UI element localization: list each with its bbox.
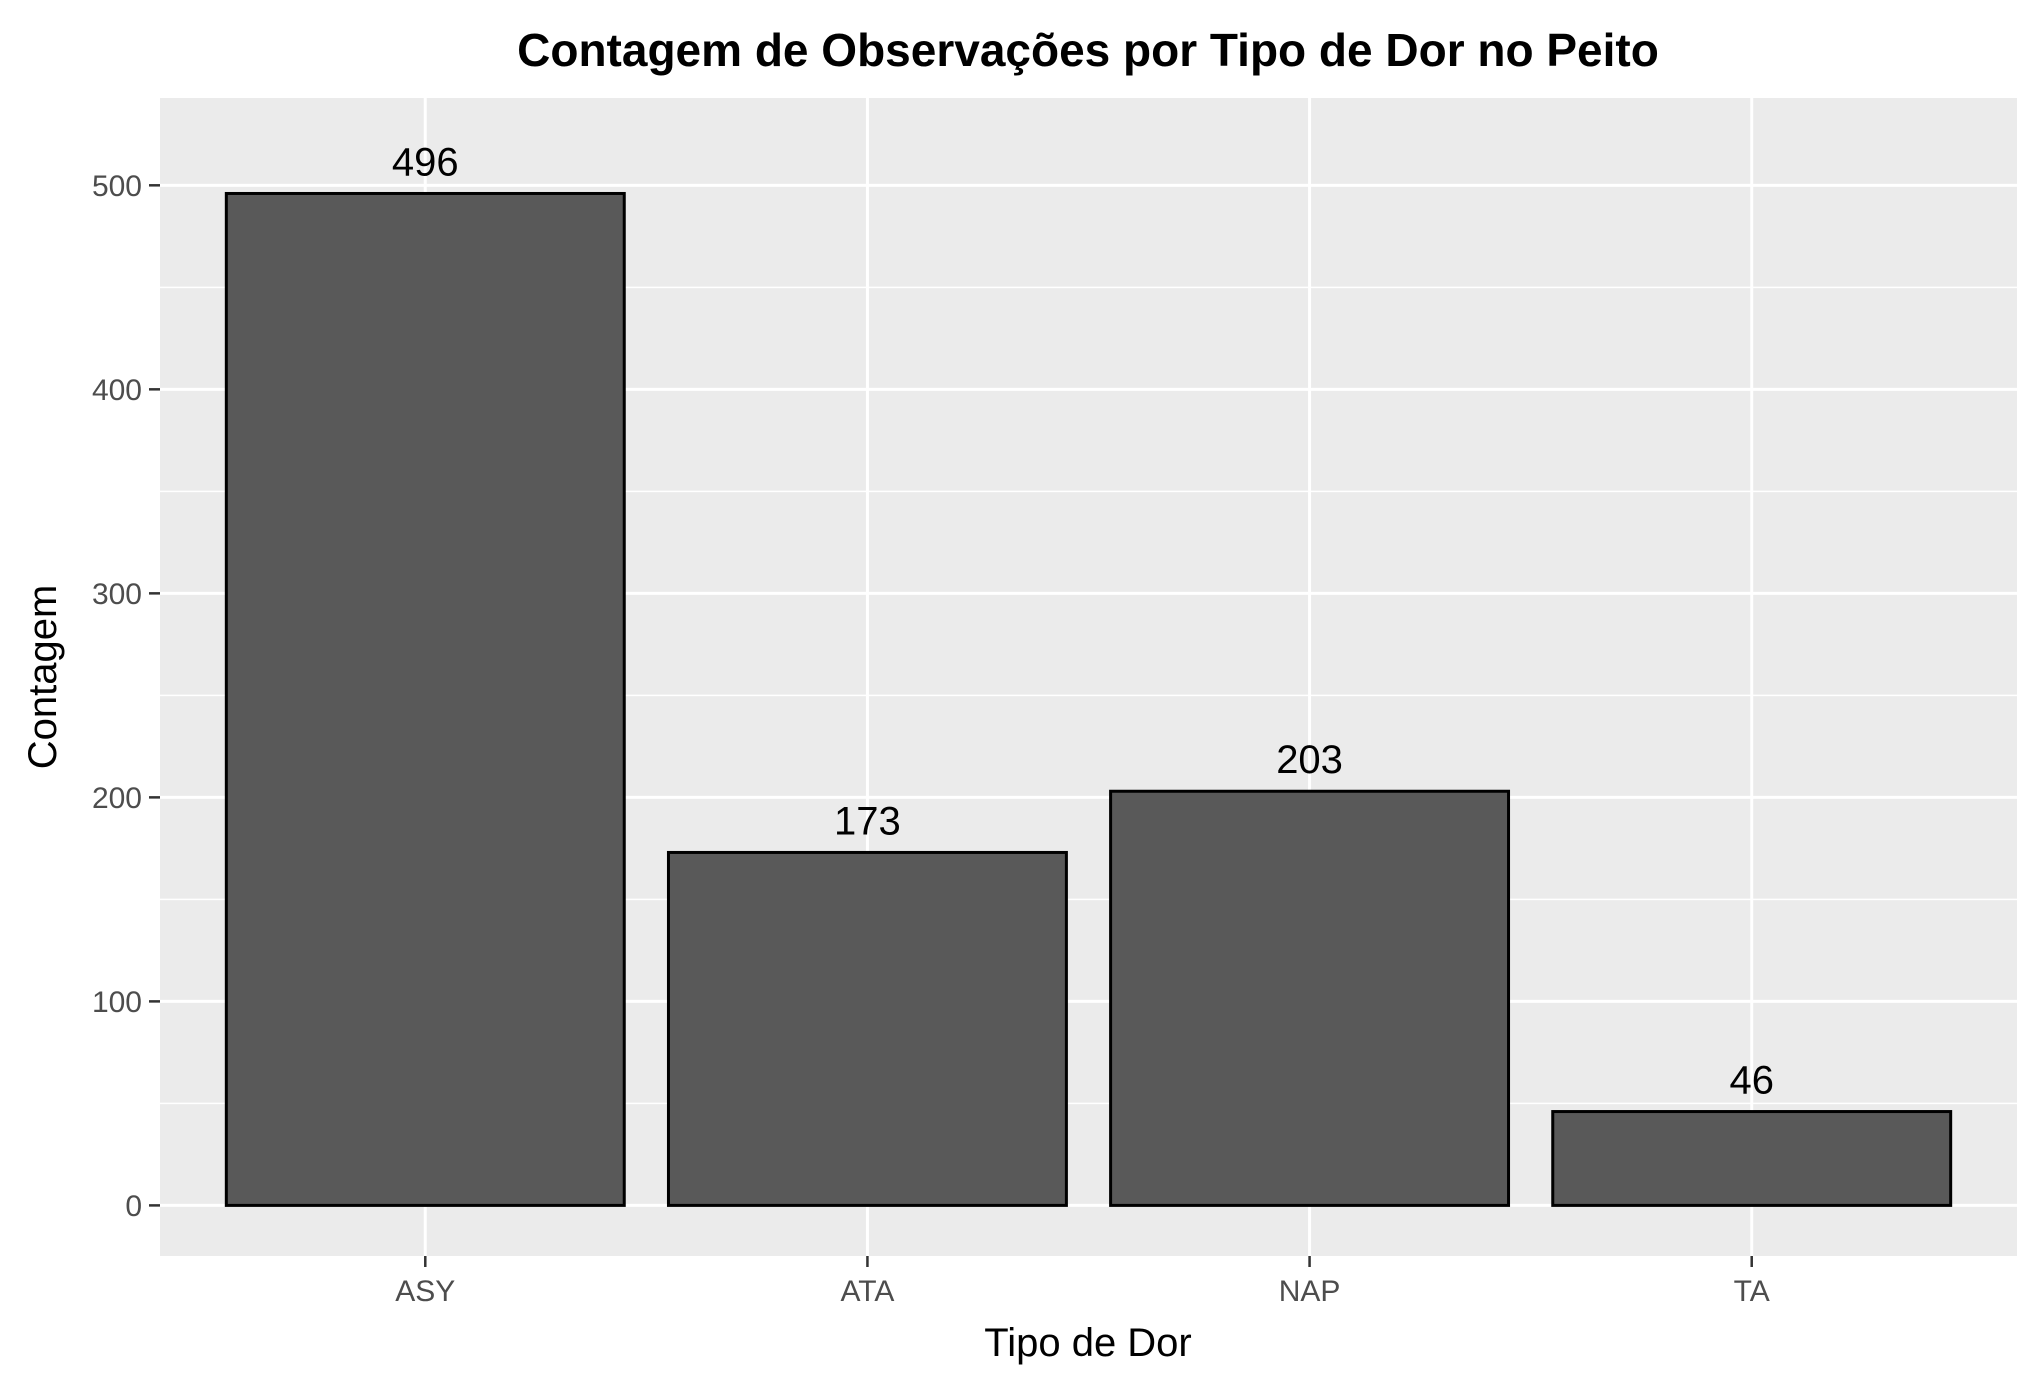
bar-nap	[1109, 789, 1511, 1207]
bar-ata	[666, 850, 1068, 1207]
y-tick-label: 400	[92, 374, 142, 407]
bar-ta	[1551, 1110, 1953, 1207]
x-tick-label: ASY	[395, 1275, 455, 1308]
data-label: 173	[834, 799, 901, 843]
x-tick-label: TA	[1734, 1275, 1770, 1308]
data-labels: 496 173 203 46	[392, 140, 1774, 1102]
chart-title: Contagem de Observações por Tipo de Dor …	[517, 24, 1659, 76]
y-axis: 0 100 200 300 400 500	[92, 170, 160, 1223]
data-label: 46	[1729, 1059, 1774, 1103]
data-label: 203	[1276, 738, 1343, 782]
y-tick-label: 200	[92, 782, 142, 815]
y-tick-label: 100	[92, 986, 142, 1019]
y-tick-label: 500	[92, 170, 142, 203]
bars	[224, 191, 1953, 1207]
x-tick-label: NAP	[1279, 1275, 1341, 1308]
x-axis-title: Tipo de Dor	[984, 1321, 1192, 1365]
data-label: 496	[392, 140, 459, 184]
y-tick-label: 300	[92, 578, 142, 611]
y-tick-label: 0	[125, 1190, 142, 1223]
bar-asy	[224, 191, 626, 1207]
x-axis: ASY ATA NAP TA	[395, 1256, 1770, 1308]
y-axis-title: Contagem	[21, 585, 65, 770]
x-tick-label: ATA	[840, 1275, 894, 1308]
